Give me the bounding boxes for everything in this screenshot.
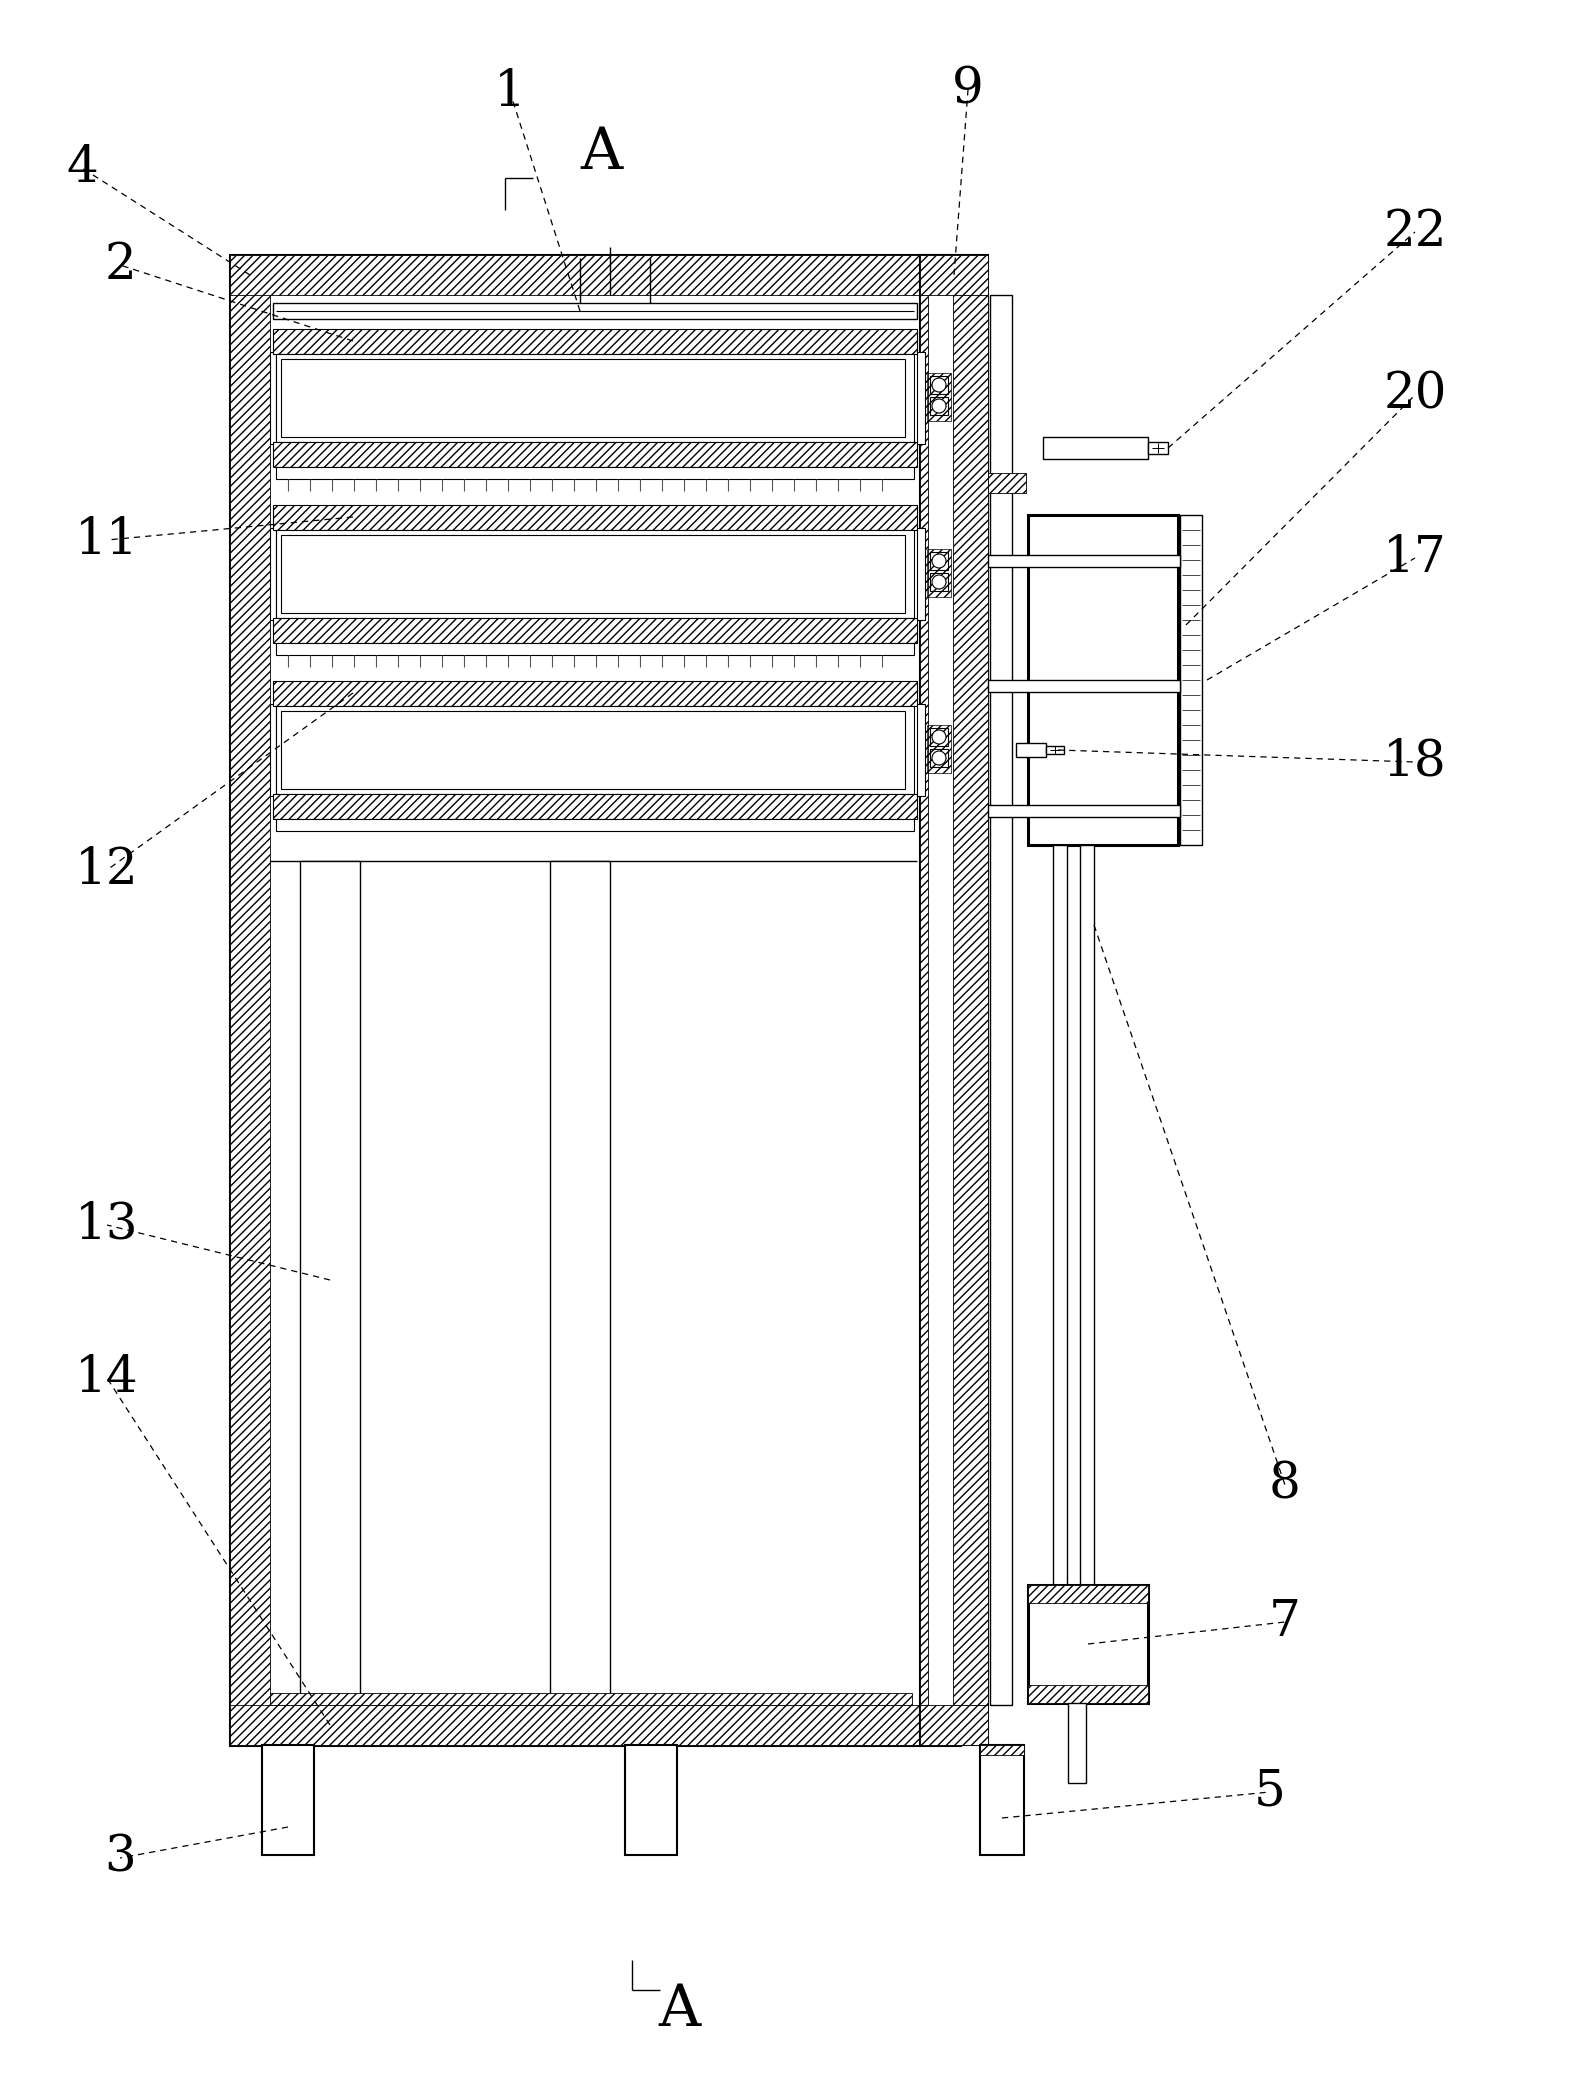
Bar — [276, 466, 914, 479]
Bar — [988, 472, 1026, 493]
Text: 5: 5 — [1255, 1768, 1286, 1816]
Bar — [272, 680, 917, 706]
Bar — [550, 861, 610, 1701]
Text: 9: 9 — [952, 65, 984, 116]
Bar — [927, 548, 950, 596]
Bar — [988, 804, 1180, 817]
Bar — [626, 1745, 676, 1854]
Circle shape — [931, 575, 946, 588]
Bar — [927, 374, 950, 420]
Text: 12: 12 — [74, 846, 139, 895]
Bar — [920, 254, 960, 1745]
Bar — [272, 504, 917, 529]
Bar — [980, 1745, 1023, 1854]
Text: 7: 7 — [1269, 1598, 1300, 1646]
Bar — [930, 397, 947, 416]
Text: 14: 14 — [74, 1352, 139, 1403]
Bar — [917, 527, 925, 620]
Bar — [954, 294, 988, 1705]
Bar — [1028, 1684, 1148, 1703]
Bar — [980, 1745, 1023, 1756]
Bar — [272, 617, 917, 643]
Circle shape — [931, 731, 946, 743]
Bar — [930, 729, 947, 746]
Bar — [269, 1693, 912, 1705]
Circle shape — [931, 752, 946, 764]
Bar — [272, 330, 917, 355]
Text: A: A — [659, 1982, 702, 2037]
Bar — [261, 1745, 314, 1854]
Bar — [272, 794, 917, 819]
Bar — [276, 819, 914, 832]
Bar — [990, 294, 1012, 1705]
Bar — [930, 376, 947, 395]
Bar — [269, 527, 276, 620]
Bar — [1148, 441, 1167, 454]
Text: 18: 18 — [1383, 737, 1446, 788]
Bar — [920, 1705, 988, 1745]
Bar — [1042, 437, 1148, 460]
Bar — [269, 704, 276, 796]
Bar — [1180, 514, 1202, 844]
Text: 13: 13 — [74, 1201, 139, 1249]
Bar — [988, 554, 1180, 567]
Bar — [930, 552, 947, 569]
Bar — [930, 750, 947, 766]
Bar — [1028, 514, 1178, 844]
Text: 22: 22 — [1383, 208, 1446, 256]
Bar — [1053, 844, 1068, 1586]
Bar — [1068, 1703, 1087, 1783]
Bar — [280, 536, 904, 613]
Bar — [280, 359, 904, 437]
Bar — [269, 353, 276, 443]
Bar — [272, 441, 917, 466]
Text: 3: 3 — [105, 1833, 136, 1884]
Text: 17: 17 — [1383, 533, 1446, 582]
Bar — [1080, 844, 1095, 1586]
Bar — [1045, 746, 1064, 754]
Text: 8: 8 — [1269, 1460, 1300, 1510]
Bar — [276, 529, 914, 617]
Circle shape — [931, 399, 946, 414]
Bar — [299, 861, 360, 1701]
Text: 2: 2 — [105, 239, 136, 290]
Circle shape — [931, 378, 946, 393]
Text: 4: 4 — [67, 143, 98, 193]
Bar — [920, 294, 928, 1705]
Bar — [272, 302, 917, 319]
Circle shape — [931, 554, 946, 567]
Bar — [930, 573, 947, 590]
Bar — [927, 724, 950, 773]
Bar — [230, 254, 960, 1745]
Bar — [230, 254, 269, 1745]
Bar — [276, 355, 914, 441]
Bar — [276, 706, 914, 794]
Bar — [1028, 1586, 1148, 1602]
Bar — [920, 254, 988, 1745]
Text: 1: 1 — [494, 67, 526, 118]
Bar — [988, 680, 1180, 693]
Bar — [280, 712, 904, 790]
Bar — [920, 254, 988, 294]
Text: 20: 20 — [1383, 370, 1446, 420]
Bar — [1015, 743, 1045, 756]
Bar — [230, 254, 960, 294]
Bar — [230, 1705, 960, 1745]
Bar — [1028, 1586, 1148, 1703]
Bar — [276, 643, 914, 655]
Bar — [917, 704, 925, 796]
Text: A: A — [581, 126, 623, 181]
Bar — [917, 353, 925, 443]
Text: 11: 11 — [74, 514, 139, 565]
